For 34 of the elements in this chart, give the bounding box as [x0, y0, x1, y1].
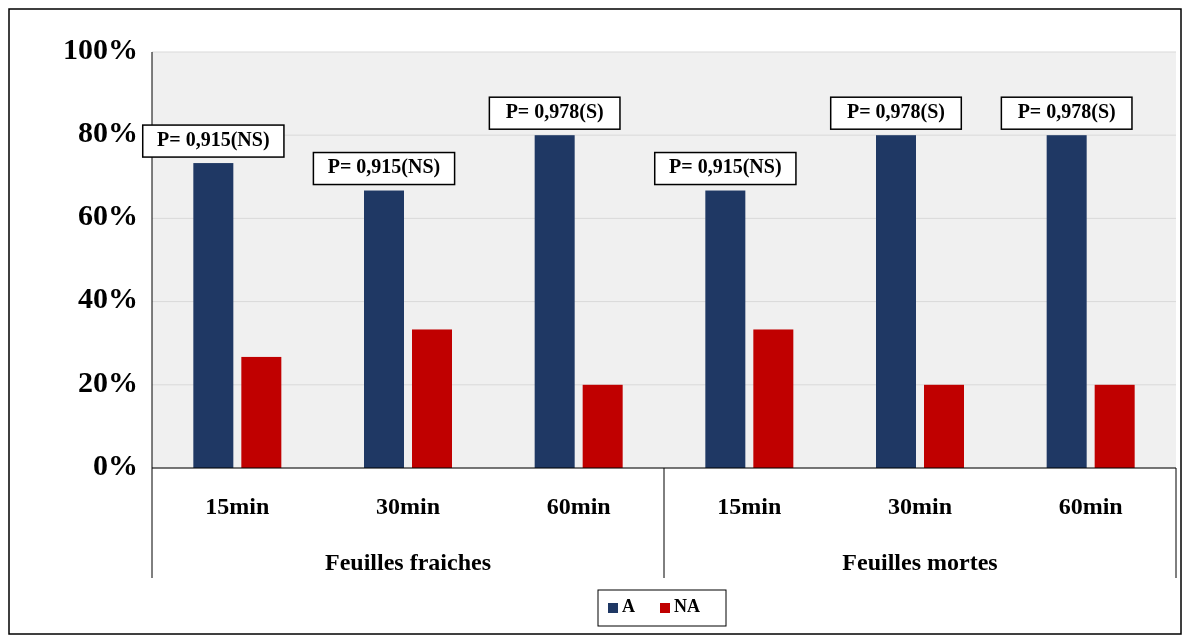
legend-label: NA: [674, 596, 700, 617]
annotation: P= 0,978(S): [1017, 99, 1116, 123]
legend-label: A: [622, 596, 635, 617]
bar: [753, 329, 794, 468]
annotation: P= 0,978(S): [505, 99, 604, 123]
y-tick-label: 20%: [78, 364, 138, 398]
x-tick-label: 15min: [205, 493, 270, 519]
x-tick-label: 60min: [546, 493, 611, 519]
y-tick-label: 0%: [93, 447, 138, 481]
bar: [876, 135, 916, 468]
bar: [1046, 135, 1087, 468]
x-tick-label: 30min: [375, 493, 441, 519]
annotation: P= 0,978(S): [846, 99, 946, 123]
text: Feuilles mortes: [842, 549, 998, 575]
annotation: P= 0,915(NS): [327, 155, 441, 179]
bar: [924, 384, 964, 468]
x-tick-label: 60min: [1058, 493, 1123, 519]
bar: [534, 135, 575, 468]
x-tick-label: 15min: [717, 493, 782, 519]
annotation: P= 0,915(NS): [157, 127, 270, 151]
bar: [1094, 384, 1135, 468]
x-tick-label: 30min: [887, 493, 953, 519]
bar: [193, 163, 234, 468]
y-tick-label: 100%: [63, 31, 138, 65]
bar: [705, 190, 746, 468]
y-tick-label: 40%: [78, 281, 138, 315]
y-tick-label: 60%: [78, 198, 138, 232]
annotation: P= 0,915(NS): [669, 155, 782, 179]
bar: [364, 190, 404, 468]
bar: [412, 329, 452, 468]
y-tick-label: 80%: [78, 115, 138, 149]
bar: [582, 384, 623, 468]
text: Feuilles fraiches: [325, 549, 491, 575]
bar: [241, 356, 282, 468]
